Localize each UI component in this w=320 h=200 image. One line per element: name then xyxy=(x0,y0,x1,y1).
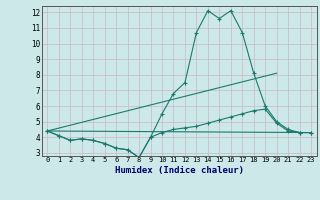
X-axis label: Humidex (Indice chaleur): Humidex (Indice chaleur) xyxy=(115,166,244,175)
